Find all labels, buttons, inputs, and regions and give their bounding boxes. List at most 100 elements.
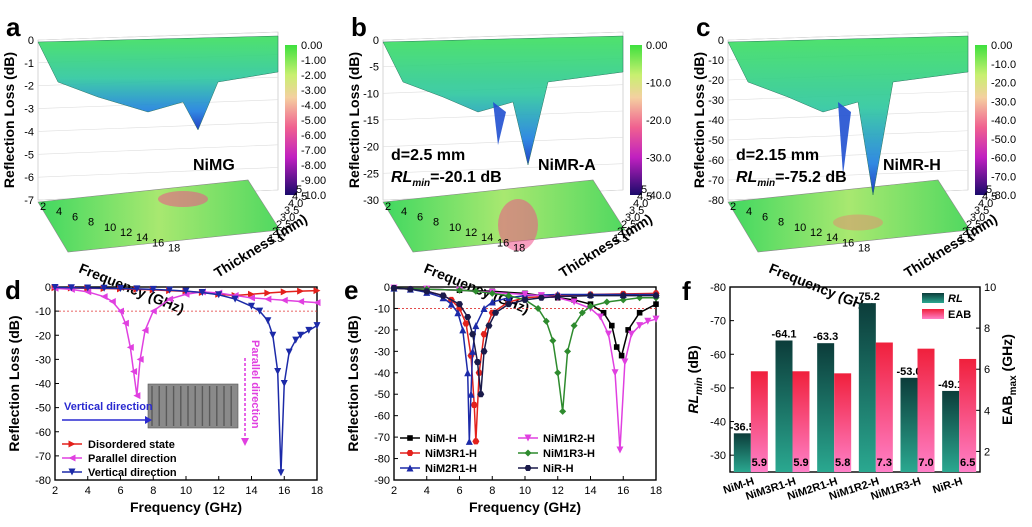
x-tick-label: 10 <box>794 222 806 234</box>
legend-marker <box>407 435 413 441</box>
z-tick-label: -20 <box>708 75 724 87</box>
bar-eab-label: 5.9 <box>752 457 767 469</box>
legend-label: NiM1R2-H <box>543 433 595 445</box>
data-point <box>280 380 288 387</box>
data-point <box>627 330 635 338</box>
bar-eab-label: 7.0 <box>918 457 933 469</box>
y-left-tick-label: -30 <box>710 450 726 462</box>
vertical-direction-label: Vertical direction <box>64 401 153 413</box>
x-tick-label: 18 <box>168 243 180 255</box>
data-point <box>141 326 149 334</box>
data-point <box>465 437 473 445</box>
z-tick-label: -4 <box>24 126 34 138</box>
x-tick-label: 4 <box>56 206 62 218</box>
x-tick-label: 18 <box>513 243 525 255</box>
sample-label: NiMR-A <box>538 157 596 174</box>
x-tick-label: 2 <box>40 201 46 213</box>
sample-label: NiMG <box>193 157 235 174</box>
data-point <box>84 288 92 296</box>
y-tick-label: 1.5 <box>268 233 283 245</box>
y-left-tick-label: -50 <box>710 383 726 395</box>
bar-eab <box>792 371 810 472</box>
z-tick-label: -30 <box>363 195 379 207</box>
data-point <box>264 317 272 325</box>
data-point <box>231 295 239 303</box>
bar-rl-label: -36.5 <box>730 421 755 433</box>
grid-line <box>37 121 279 132</box>
thickness-annotation: d=2.15 mm <box>736 147 819 164</box>
sample-inset-image <box>147 383 239 429</box>
colorbar-tick-label: -70.0 <box>991 171 1016 183</box>
x-axis-title: Frequency (GHz) <box>469 499 581 515</box>
y-tick-label: -90 <box>374 475 390 487</box>
panel-letter: c <box>696 12 710 42</box>
bar-rl-label: -49.1 <box>938 379 963 391</box>
x-tick-label: 18 <box>858 243 870 255</box>
data-point <box>549 337 557 345</box>
series-vertical-direction <box>51 283 321 477</box>
y-tick-label: 4.0 <box>633 198 648 210</box>
y-tick-label: 4.0 <box>288 198 303 210</box>
data-point <box>505 301 513 308</box>
data-point <box>166 295 174 303</box>
x-tick-label: 16 <box>497 237 509 249</box>
arrow-head <box>241 438 249 446</box>
bar-eab <box>750 371 768 472</box>
parallel-direction-label: Parallel direction <box>249 340 261 429</box>
legend-marker <box>524 434 532 442</box>
data-point <box>117 307 124 315</box>
data-point <box>198 289 206 297</box>
data-point <box>537 294 545 301</box>
grid-line <box>727 169 969 181</box>
z-axis-title: Reflection Loss (dB) <box>1 52 17 188</box>
y-tick-label: 5 <box>296 184 302 196</box>
data-point <box>618 352 625 359</box>
y-axis-title: Reflection Loss (dB) <box>6 315 22 451</box>
panel-letter: f <box>682 276 691 306</box>
z-tick-label: -2 <box>24 81 34 93</box>
colorbar-tick-label: -10.0 <box>301 190 326 202</box>
colorbar-tick-label: 0.00 <box>646 40 667 52</box>
data-point <box>166 286 174 294</box>
data-point <box>297 287 305 295</box>
grid-line <box>37 144 279 155</box>
data-point <box>570 298 578 306</box>
colorbar-tick-label: -20.0 <box>991 78 1016 90</box>
legend-label: EAB <box>948 309 971 321</box>
y-tick-label: 3.0 <box>970 212 985 224</box>
y-tick-label: -40 <box>35 379 51 391</box>
data-point <box>248 290 255 298</box>
colorbar-tick-label: 0.00 <box>991 40 1012 52</box>
data-point <box>447 300 455 308</box>
panel-b-surface-plot: b 0-5-10-15-20-25-300.00-10.0-20.0-30.0-4… <box>346 12 671 317</box>
data-point <box>636 322 644 330</box>
y-left-tick-label: -40 <box>710 417 726 429</box>
y-tick-label: -40 <box>374 368 390 380</box>
colorbar-tick-label: -6.00 <box>301 130 326 142</box>
data-point <box>467 390 475 398</box>
floor-hot-band <box>498 199 538 251</box>
legend-marker <box>524 464 532 472</box>
y-tick-label: -60 <box>374 411 390 423</box>
bar-eab-label: 5.9 <box>793 457 808 469</box>
colorbar-tick-label: -20.0 <box>646 115 671 127</box>
z-tick-label: -6 <box>24 172 34 184</box>
data-point <box>292 336 300 344</box>
data-point <box>133 285 141 293</box>
y-right-tick-label: 10 <box>984 282 996 294</box>
y-axis-title: Reflection Loss (dB) <box>345 315 361 451</box>
y-tick-label: -70 <box>374 432 390 444</box>
series-nir-h <box>390 285 660 398</box>
panel-letter: a <box>6 12 21 42</box>
data-point <box>587 292 594 299</box>
bar-eab <box>917 348 935 472</box>
data-point <box>136 355 144 363</box>
grid-line <box>37 31 279 41</box>
data-point <box>264 289 272 297</box>
y-tick-label: -50 <box>374 389 390 401</box>
panel-c-surface-plot: c 0 -10 -20 -30 -40 -50 -60 -70 -80 0.00 -10.0 -20.0… <box>691 12 1016 317</box>
legend-marker <box>68 468 76 476</box>
x-tick-label: 10 <box>449 222 461 234</box>
y-tick-label: 5 <box>641 184 647 196</box>
bar-rl <box>900 377 918 472</box>
